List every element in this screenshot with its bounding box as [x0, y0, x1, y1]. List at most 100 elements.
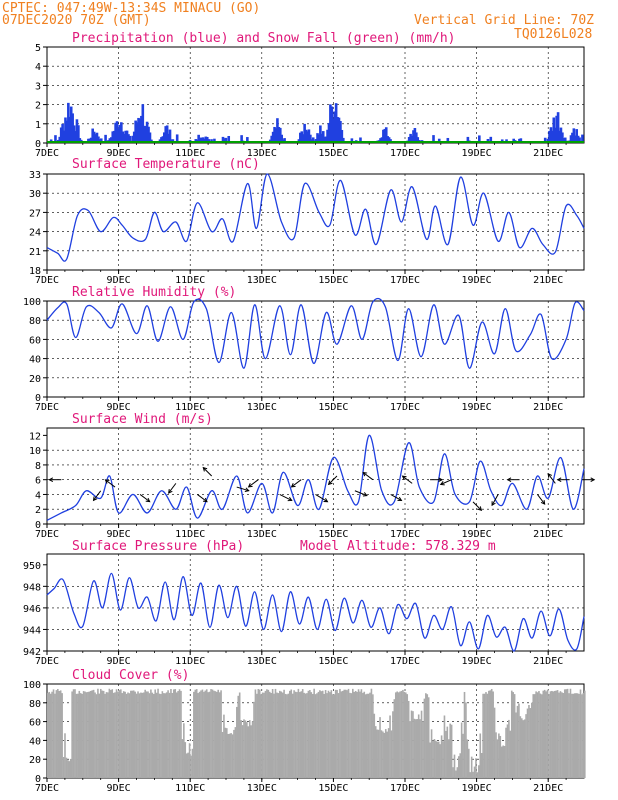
cloud-bar [277, 693, 280, 778]
precip-bar [416, 137, 420, 143]
wind-arrow-head [547, 472, 553, 478]
precip-bar [167, 133, 170, 143]
precip-bar [164, 126, 168, 143]
temp-ytick-label: 27 [29, 208, 41, 219]
precip-bar [204, 136, 208, 143]
cloud-bar [450, 724, 453, 778]
cloud-bar [75, 693, 78, 778]
cloud-bar [357, 689, 360, 778]
cloud-bar [360, 689, 363, 778]
precip-bar [446, 137, 450, 143]
precip-bar [337, 117, 341, 143]
cloud-bar [380, 730, 383, 778]
cloud-bar [286, 694, 288, 778]
precip-bar [415, 132, 418, 143]
rh-xtick-label: 9DEC [107, 402, 131, 413]
cloud-bar [556, 690, 559, 778]
precip-bar [62, 130, 66, 143]
precip-bar [323, 136, 326, 143]
cloud-bar [400, 690, 403, 778]
cloud-bar [241, 725, 244, 778]
temp-xtick-label: 15DEC [318, 275, 348, 286]
precip-bar [121, 131, 125, 143]
cloud-bar [226, 728, 228, 778]
cloud-bar [498, 733, 500, 778]
cloud-bar [419, 719, 421, 778]
cloud-bar [430, 729, 433, 778]
cloud-bar [85, 692, 88, 778]
wind-arrows [48, 466, 596, 511]
cloud-bar [84, 691, 86, 778]
cloud-bar [227, 733, 230, 778]
cloud-bar [194, 689, 197, 778]
precip-bar [91, 128, 94, 143]
cloud-bar [313, 688, 315, 778]
cloud-bar [205, 689, 208, 778]
cloud-bar [82, 691, 85, 778]
precip-bar [575, 129, 579, 143]
wind-arrow-shaft [248, 479, 259, 488]
precip-xtick-label: 19DEC [462, 148, 492, 159]
precip-bar [75, 119, 79, 143]
cloud-bar [314, 694, 317, 778]
cloud-bar [500, 746, 503, 778]
precip-xtick-label: 7DEC [35, 148, 59, 159]
wind-ytick-label: 0 [35, 520, 41, 531]
wind-arrow-head [287, 496, 293, 502]
precip-bar [132, 131, 136, 143]
cloud-bar [253, 701, 255, 778]
cloud-bar [519, 716, 522, 778]
cloud-bar [55, 690, 58, 778]
cloud-bar [74, 689, 76, 778]
precip-bar [334, 103, 338, 143]
cloud-bar [473, 766, 476, 778]
cloud-bar [512, 692, 514, 778]
precip-bar [118, 124, 122, 143]
precip-bar [571, 132, 574, 143]
cloud-bar [393, 699, 396, 778]
precip-bar [280, 134, 284, 143]
precip-bar [128, 135, 132, 143]
precip-bar [77, 125, 80, 143]
precip-bar [137, 117, 140, 143]
wind-arrow-head [244, 487, 250, 492]
cloud-bar [258, 689, 261, 778]
rh-ytick-label: 20 [29, 374, 41, 385]
cloud-bar [71, 691, 73, 778]
cloud-bar [548, 694, 550, 778]
wind-arrow-head [247, 483, 253, 488]
precip-bar [64, 117, 67, 143]
cloud-bar [337, 693, 340, 778]
wind-arrow-head [397, 496, 403, 501]
cloud-bar [520, 718, 523, 778]
cloud-bar [164, 693, 167, 778]
cloud-bar [549, 691, 552, 778]
precip-bar [437, 138, 441, 143]
pres-ytick-label: 944 [23, 625, 41, 636]
cloud-bar [150, 689, 152, 778]
cloud-bar [300, 691, 303, 778]
cloud-bar [155, 692, 158, 778]
precip-ytick-label: 2 [35, 101, 41, 112]
cloud-bar [271, 689, 274, 778]
wind-arrow-head [145, 497, 151, 503]
cloud-bar [413, 718, 416, 778]
precip-bar [201, 137, 205, 143]
cloud-bar [584, 690, 586, 778]
precip-bar [221, 136, 225, 143]
precip-bar [94, 134, 97, 143]
cloud-bar [367, 693, 370, 778]
cloud-bar [276, 692, 278, 778]
cloud-bar [372, 694, 374, 778]
cloud-bar [427, 697, 430, 778]
cloud-bar [183, 723, 185, 778]
precip-bar [276, 118, 279, 143]
precip-bar [270, 135, 273, 143]
wind-title: Surface Wind (m/s) [72, 412, 213, 427]
cloud-bar [403, 691, 406, 778]
cloud-bar [343, 689, 346, 778]
cloud-bar [101, 690, 104, 778]
cloud-bar [200, 690, 202, 778]
cloud-bar [423, 698, 426, 778]
